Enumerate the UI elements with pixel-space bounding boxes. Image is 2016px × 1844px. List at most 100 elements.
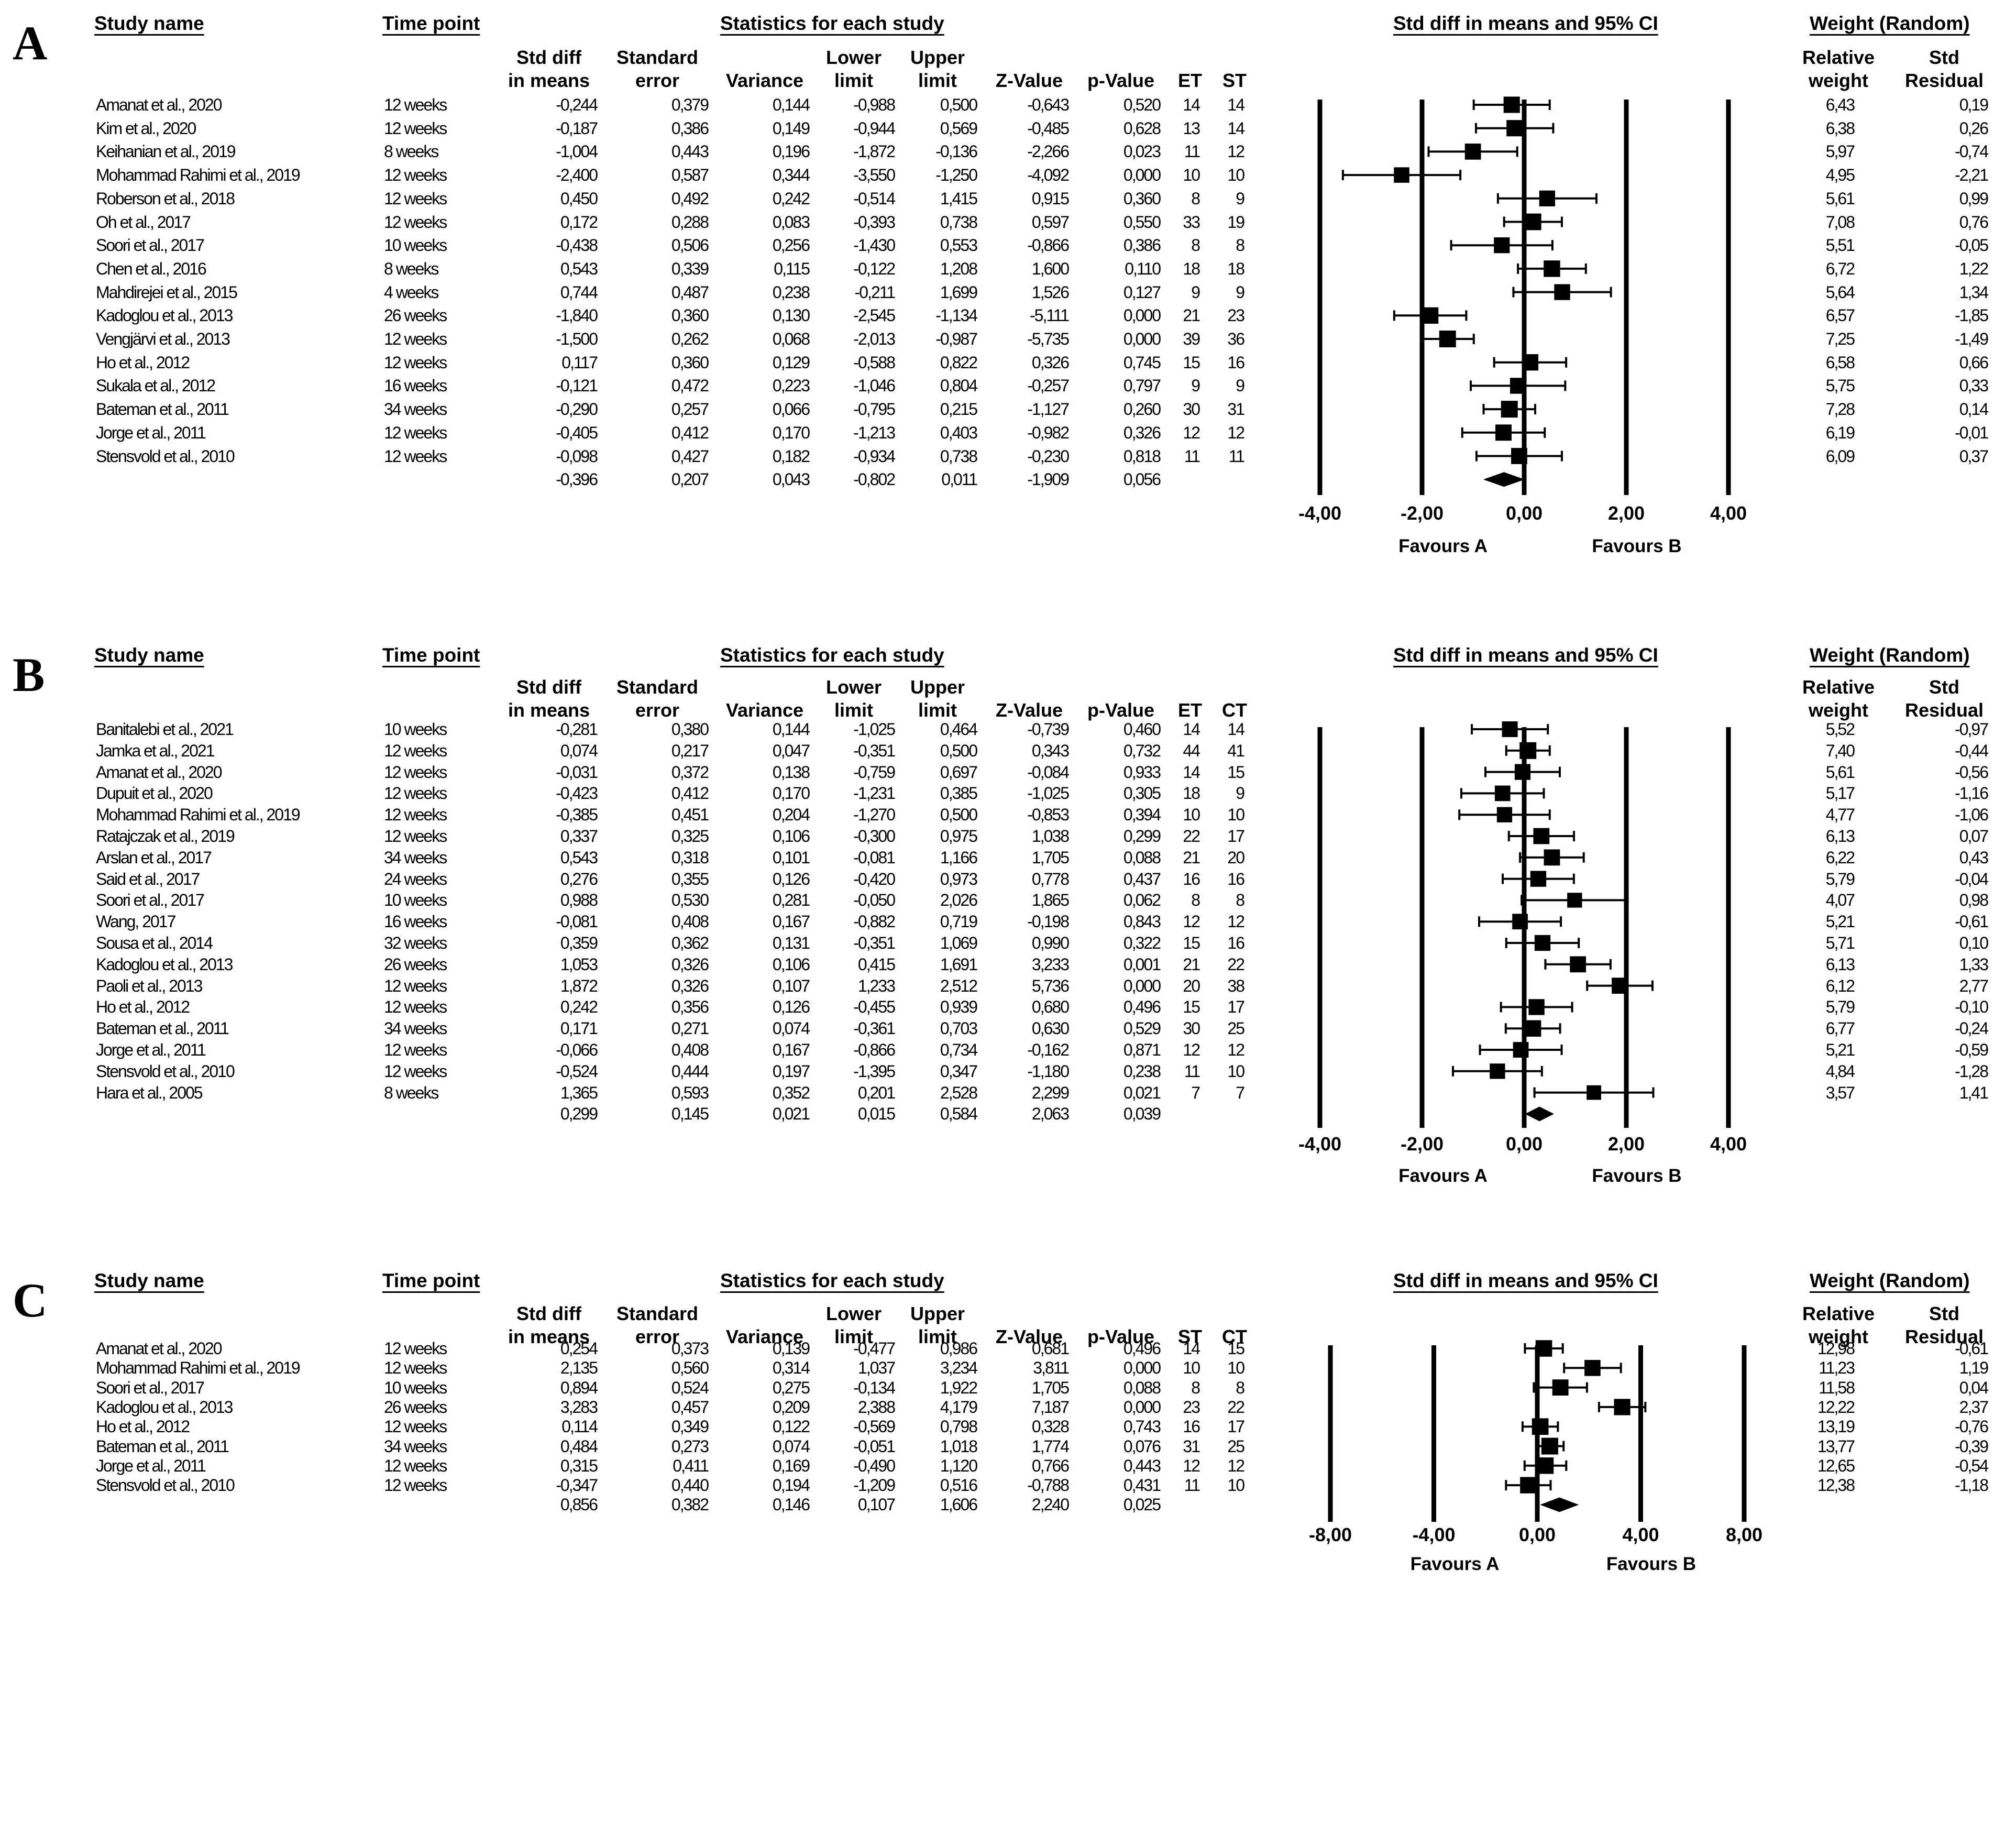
- study-estimate-square: [1520, 1477, 1537, 1494]
- relative-weight-value: 6,43: [1825, 95, 1855, 114]
- forest-panel-c: C Study name Time point Statistics for e…: [0, 1257, 2016, 1587]
- col-std-residual: Std Residual: [1904, 676, 1984, 721]
- n-group2-value: 12: [1227, 912, 1245, 931]
- z-value: -5,735: [1027, 330, 1070, 348]
- std-residual-value: -1,85: [1955, 306, 1989, 325]
- favours-b-label: Favours B: [1606, 1554, 1696, 1574]
- upper-limit-value: 0,804: [940, 376, 978, 396]
- std-residual-value: -0,74: [1955, 142, 1989, 161]
- summary-diamond: [1525, 1106, 1554, 1122]
- study-estimate-square: [1528, 999, 1545, 1015]
- std-residual-value: -0,05: [1955, 236, 1989, 255]
- p-value: 0,299: [1123, 827, 1161, 846]
- time-point: 12 weeks: [384, 353, 447, 372]
- n-group2-value: 41: [1227, 741, 1245, 760]
- study-estimate-square: [1506, 120, 1523, 137]
- p-value: 0,360: [1123, 189, 1161, 208]
- z-value: 0,326: [1031, 353, 1070, 372]
- variance-value: 0,083: [772, 212, 810, 232]
- std-residual-value: 1,33: [1959, 954, 1989, 974]
- upper-limit-value: 1,415: [940, 189, 978, 208]
- study-row: Sousa et al., 2014 32 weeks 0,359 0,362 …: [0, 931, 1299, 954]
- relative-weight-value: 5,61: [1825, 189, 1855, 208]
- p-value: 0,000: [1123, 330, 1161, 348]
- study-row: Chen et al., 2016 8 weeks 0,543 0,339 0,…: [0, 257, 1299, 280]
- relative-weight-value: 5,21: [1825, 1040, 1855, 1059]
- study-name: Dupuit et al., 2020: [96, 784, 213, 803]
- study-estimate-square: [1612, 978, 1628, 994]
- n-group2-value: 11: [1228, 446, 1245, 466]
- relative-weight-value: 7,28: [1825, 400, 1855, 419]
- variance-value: 0,170: [772, 784, 810, 803]
- z-value: -2,266: [1027, 142, 1070, 161]
- lower-limit-value: -0,050: [853, 891, 896, 910]
- study-estimate-square: [1511, 448, 1527, 464]
- std-diff-value: -0,031: [556, 762, 598, 782]
- weight-group-header: Weight (Random): [1810, 644, 1970, 666]
- n-group2-value: 18: [1227, 259, 1245, 278]
- col-relative-weight: Relative weight: [1802, 47, 1875, 91]
- time-point: 12 weeks: [384, 189, 447, 208]
- variance-value: 0,256: [772, 236, 810, 255]
- lower-limit-value: -0,420: [853, 869, 896, 888]
- standard-error-value: 0,506: [671, 236, 709, 255]
- p-value: 0,260: [1123, 400, 1161, 419]
- favours-a-label: Favours A: [1411, 1554, 1500, 1574]
- relative-weight-value: 6,13: [1825, 827, 1855, 846]
- study-estimate-square: [1614, 1399, 1631, 1415]
- time-point: 12 weeks: [384, 118, 447, 138]
- standard-error-value: 0,288: [671, 212, 709, 232]
- upper-limit-value: 0,973: [940, 869, 978, 888]
- standard-error-value: 0,326: [671, 954, 709, 974]
- col-upper-limit: Upper limit: [910, 676, 965, 721]
- p-value: 0,843: [1123, 912, 1161, 931]
- upper-limit-value: 1,166: [940, 848, 978, 867]
- time-point: 12 weeks: [384, 784, 447, 803]
- variance-value: 0,043: [772, 470, 810, 489]
- time-point: 12 weeks: [384, 423, 447, 442]
- std-residual-value: 0,43: [1959, 848, 1989, 867]
- col-n-group2: CT: [1222, 699, 1247, 721]
- std-diff-value: 1,872: [560, 976, 598, 995]
- variance-value: 0,204: [772, 805, 810, 825]
- statistics-group-header: Statistics for each study: [720, 13, 944, 34]
- study-name: Kadoglou et al., 2013: [96, 306, 233, 325]
- n-group2-value: 9: [1236, 376, 1245, 396]
- z-value: 1,705: [1031, 848, 1070, 867]
- n-group1-value: 22: [1183, 827, 1200, 846]
- study-name: Roberson et al., 2018: [96, 189, 235, 208]
- study-estimate-square: [1570, 956, 1587, 973]
- study-estimate-square: [1495, 424, 1512, 441]
- study-estimate-square: [1512, 914, 1528, 930]
- study-estimate-square: [1510, 378, 1526, 394]
- p-value: 0,818: [1123, 446, 1161, 466]
- study-row: Ho et al., 2012 12 weeks 0,242 0,356 0,1…: [0, 995, 1299, 1018]
- n-group2-value: 14: [1227, 95, 1245, 114]
- std-diff-value: -1,500: [556, 330, 598, 348]
- upper-limit-value: 2,026: [940, 891, 978, 910]
- p-value: 0,628: [1123, 118, 1161, 138]
- study-row: Mohammad Rahimi et al., 2019 12 weeks -0…: [0, 803, 1299, 826]
- standard-error-value: 0,207: [671, 470, 709, 489]
- col-upper-limit: Upper limit: [910, 47, 965, 91]
- study-name: Sukala et al., 2012: [96, 376, 216, 396]
- standard-error-value: 0,427: [671, 446, 709, 466]
- lower-limit-value: -1,025: [853, 720, 896, 739]
- upper-limit-value: 0,738: [940, 212, 978, 232]
- study-row: Jamka et al., 2021 12 weeks 0,074 0,217 …: [0, 739, 1299, 762]
- std-residual-value: -1,06: [1955, 805, 1989, 825]
- n-group2-value: 9: [1236, 189, 1245, 208]
- relative-weight-value: 7,08: [1825, 212, 1855, 232]
- standard-error-value: 0,487: [671, 282, 709, 302]
- study-name: Jamka et al., 2021: [96, 741, 215, 760]
- p-value: 0,088: [1123, 848, 1161, 867]
- study-row: Paoli et al., 2013 12 weeks 1,872 0,326 …: [0, 974, 1299, 997]
- study-name: Bateman et al., 2011: [96, 400, 229, 419]
- lower-limit-value: -1,430: [853, 236, 896, 255]
- std-diff-value: 0,543: [560, 848, 598, 867]
- n-group1-value: 18: [1183, 784, 1200, 803]
- std-residual-value: 0,07: [1959, 827, 1989, 846]
- study-row: Oh et al., 2017 12 weeks 0,172 0,288 0,0…: [0, 211, 1299, 234]
- forest-panel-a: A Study name Time point Statistics for e…: [0, 0, 2016, 587]
- std-residual-value: 0,99: [1959, 189, 1989, 208]
